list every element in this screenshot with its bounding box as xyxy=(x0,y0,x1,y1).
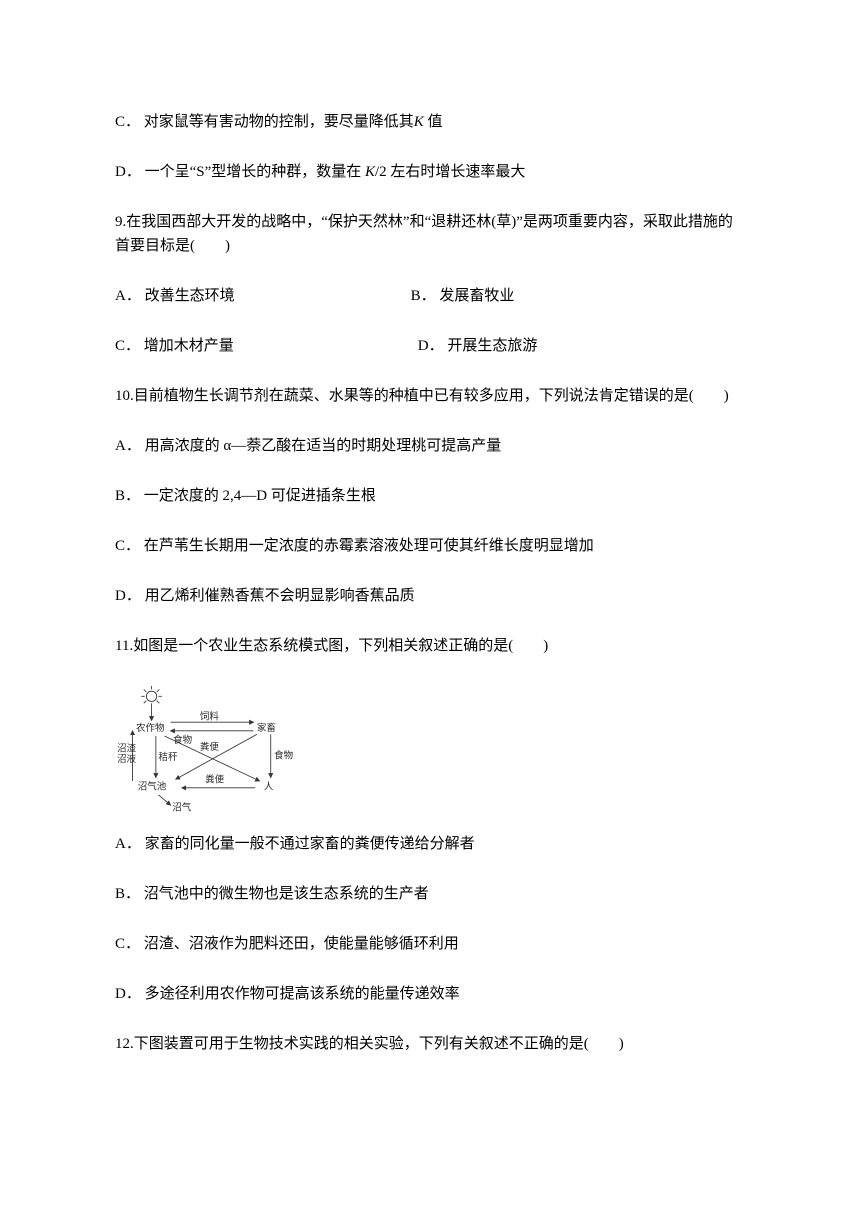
q9-row-cd: C． 增加木材产量 D． 开展生态旅游 xyxy=(115,334,745,358)
q8-option-c: C． 对家鼠等有害动物的控制，要尽量降低其K 值 xyxy=(115,110,745,134)
q11-stem: 11.如图是一个农业生态系统模式图，下列相关叙述正确的是( ) xyxy=(115,634,745,658)
q8-option-d: D． 一个呈“S”型增长的种群，数量在 K/2 左右时增长速率最大 xyxy=(115,160,745,184)
q10-stem: 10.目前植物生长调节剂在蔬菜、水果等的种植中已有较多应用，下列说法肯定错误的是… xyxy=(115,384,745,408)
q8-k: K xyxy=(414,114,424,130)
edge-manure1: 粪便 xyxy=(200,741,220,753)
node-livestock: 家畜 xyxy=(257,722,276,734)
q9-row-ab: A． 改善生态环境 B． 发展畜牧业 xyxy=(115,284,745,308)
q9-option-a: A． 改善生态环境 xyxy=(115,284,235,308)
q9-option-d: D． 开展生态旅游 xyxy=(418,334,538,358)
q8-optc-text: C． 对家鼠等有害动物的控制，要尽量降低其 xyxy=(115,114,414,130)
q9-option-b: B． 发展畜牧业 xyxy=(411,284,515,308)
node-human: 人 xyxy=(264,782,274,793)
node-biogas: 沼气池 xyxy=(138,781,167,793)
q11-option-d: D． 多途径利用农作物可提高该系统的能量传递效率 xyxy=(115,982,745,1006)
q10-option-b: B． 一定浓度的 2,4—D 可促进插条生根 xyxy=(115,484,745,508)
q11-option-a: A． 家畜的同化量一般不通过家畜的粪便传递给分解者 xyxy=(115,832,745,856)
q8-optd-pre: D． 一个呈“S”型增长的种群，数量在 xyxy=(115,164,365,180)
edge-feed: 饲料 xyxy=(200,711,220,723)
edge-residue1: 沼渣 xyxy=(117,743,137,755)
edge-gas: 沼气 xyxy=(172,801,192,813)
q8-optd-mid: /2 左右时增长速率最大 xyxy=(375,164,525,180)
ecosystem-diagram-svg: 农作物 家畜 人 沼气池 饲料 食物 食物 粪便 粪便 秸秆 沼渣 沼液 沼气 xyxy=(117,684,307,814)
edge-stalk: 秸秆 xyxy=(158,751,178,763)
edge-food1: 食物 xyxy=(173,734,193,746)
q8-k2: K xyxy=(365,164,375,180)
q10-option-d: D． 用乙烯利催熟香蕉不会明显影响香蕉品质 xyxy=(115,584,745,608)
q10-option-a: A． 用高浓度的 α—萘乙酸在适当的时期处理桃可提高产量 xyxy=(115,434,745,458)
q9-option-c: C． 增加木材产量 xyxy=(115,334,234,358)
exam-page: C． 对家鼠等有害动物的控制，要尽量降低其K 值 D． 一个呈“S”型增长的种群… xyxy=(0,0,860,1216)
edge-residue2: 沼液 xyxy=(117,753,137,765)
q10-option-c: C． 在芦苇生长期用一定浓度的赤霉素溶液处理可使其纤维长度明显增加 xyxy=(115,534,745,558)
q11-diagram: 农作物 家畜 人 沼气池 饲料 食物 食物 粪便 粪便 秸秆 沼渣 沼液 沼气 xyxy=(117,684,307,814)
edge-food2: 食物 xyxy=(274,750,294,762)
q8-optc-tail: 值 xyxy=(424,114,443,130)
edge-manure2: 粪便 xyxy=(205,774,225,786)
q11-option-c: C． 沼渣、沼液作为肥料还田，使能量能够循环利用 xyxy=(115,932,745,956)
q9-stem: 9.在我国西部大开发的战略中，“保护天然林”和“退耕还林(草)”是两项重要内容，… xyxy=(115,210,745,258)
node-crop: 农作物 xyxy=(136,722,165,734)
q11-option-b: B． 沼气池中的微生物也是该生态系统的生产者 xyxy=(115,882,745,906)
q12-stem: 12.下图装置可用于生物技术实践的相关实验，下列有关叙述不正确的是( ) xyxy=(115,1032,745,1056)
